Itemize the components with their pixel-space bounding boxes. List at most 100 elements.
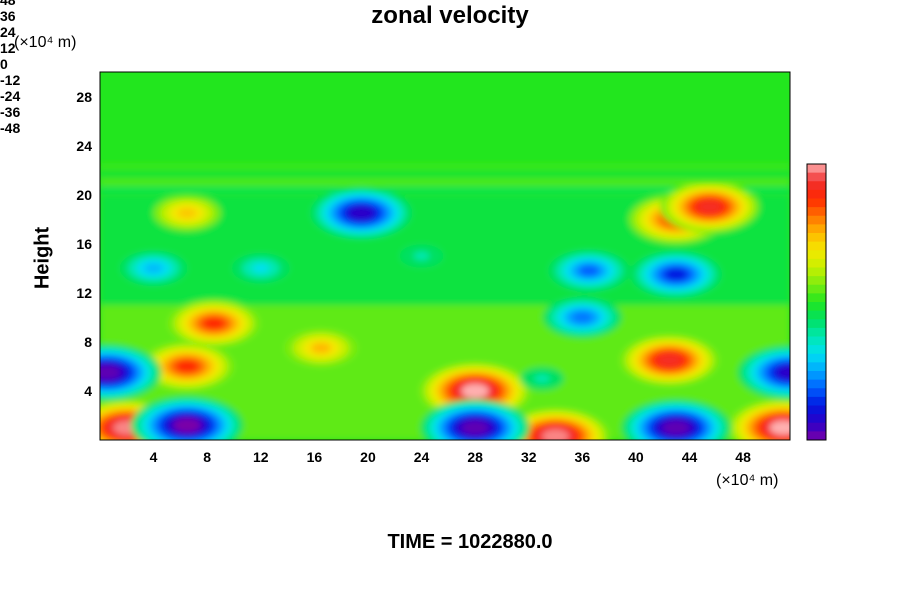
plot-frame <box>99 71 791 441</box>
colorbar-segment <box>807 388 826 398</box>
colorbar-frame <box>806 163 827 441</box>
colorbar-segment <box>807 215 826 225</box>
contour-feature <box>659 180 760 233</box>
contour-level <box>144 263 163 274</box>
colorbar-segment <box>807 319 826 329</box>
x-tick-label: 36 <box>574 449 591 465</box>
contour-level <box>100 365 121 380</box>
colorbar-segment <box>807 362 826 372</box>
contour-feature <box>542 296 622 339</box>
colorbar-segment <box>807 284 826 294</box>
contour-level <box>202 317 226 330</box>
colorbar-segment <box>807 327 826 337</box>
colorbar-tick-label: 12 <box>0 40 16 56</box>
colorbar-tick-label: 0 <box>0 56 8 72</box>
y-tick-label: 28 <box>76 88 92 105</box>
contour-feature <box>520 366 565 391</box>
contour-level <box>311 342 332 354</box>
x-tick-label: 8 <box>203 449 212 465</box>
colorbar-segment <box>807 293 826 303</box>
y-unit-label: (×10⁴ m) <box>14 34 77 51</box>
colorbar-segment <box>807 207 826 217</box>
colorbar-segment <box>807 336 826 346</box>
x-tick-label: 32 <box>520 449 537 465</box>
colorbar-segment <box>807 345 826 355</box>
time-label: TIME = 1022880.0 <box>387 531 553 553</box>
contour-level <box>572 311 593 323</box>
colorbar-segment <box>807 172 826 182</box>
x-tick-label: 16 <box>306 449 323 465</box>
x-tick-label: 4 <box>149 449 158 465</box>
contour-level <box>348 206 374 220</box>
contour-level <box>461 420 489 435</box>
contour-feature <box>310 186 413 240</box>
colorbar-tick-label: -24 <box>0 88 21 104</box>
contour-level <box>534 374 551 383</box>
colorbar-segment <box>807 181 826 191</box>
contour-level <box>175 360 200 373</box>
contour-level <box>413 251 430 261</box>
colorbar-segment <box>807 302 826 312</box>
contour-level <box>252 263 270 273</box>
colorbar-segment <box>807 224 826 234</box>
colorbar-segment <box>807 258 826 268</box>
contour-level <box>177 208 197 218</box>
contour-level <box>657 353 682 367</box>
colorbar-segment <box>807 164 826 174</box>
colorbar-segment <box>807 198 826 208</box>
colorbar-segment <box>807 267 826 277</box>
contour-feature <box>100 344 162 401</box>
contour-level <box>173 418 201 433</box>
contour-level <box>664 268 688 281</box>
colorbar-segment <box>807 396 826 406</box>
colorbar-segment <box>807 431 826 441</box>
stratified-band <box>100 164 790 168</box>
colorbar-segment <box>807 353 826 363</box>
y-tick-label: 4 <box>84 382 92 399</box>
contour-feature <box>727 398 790 440</box>
colorbar-segment <box>807 422 826 432</box>
colorbar-tick-label: -36 <box>0 104 21 120</box>
chart-title: zonal velocity <box>371 2 529 29</box>
contour-feature <box>621 399 731 440</box>
y-tick-label: 12 <box>76 284 92 301</box>
stratified-band <box>100 173 790 177</box>
contour-level <box>542 429 569 440</box>
colorbar-tick-label: 24 <box>0 24 16 40</box>
contour-feature <box>737 345 790 400</box>
colorbar-segment <box>807 371 826 381</box>
x-tick-label: 12 <box>252 449 269 465</box>
contour-feature <box>420 399 530 440</box>
contour-feature <box>231 252 290 284</box>
colorbar-segment <box>807 233 826 243</box>
contour-feature <box>399 244 444 268</box>
x-tick-label: 24 <box>413 449 430 465</box>
colorbar-tick-label: 48 <box>0 0 16 8</box>
y-tick-label: 20 <box>76 186 92 203</box>
x-tick-label: 20 <box>360 449 376 465</box>
contour-level <box>578 265 600 277</box>
contour-feature <box>630 250 723 299</box>
x-tick-label: 44 <box>681 449 698 465</box>
contour-level <box>461 383 489 399</box>
contour-feature <box>119 250 188 287</box>
colorbar-segment <box>807 414 826 424</box>
colorbar-segment <box>807 310 826 320</box>
colorbar-segment <box>807 405 826 415</box>
contour-level <box>697 200 722 214</box>
colorbar-segment <box>807 250 826 260</box>
contour-feature <box>548 249 630 293</box>
y-tick-label: 16 <box>76 235 92 252</box>
contour-level <box>662 420 690 435</box>
colorbar-tick-label: 36 <box>0 8 16 24</box>
y-tick-label: 8 <box>84 333 92 350</box>
x-tick-label: 48 <box>735 449 751 465</box>
colorbar-tick-label: -12 <box>0 72 21 88</box>
colorbar-segment <box>807 241 826 251</box>
stratified-band <box>100 187 790 191</box>
contour-feature <box>284 328 358 368</box>
contour-level <box>777 365 790 380</box>
contour-feature <box>153 195 222 232</box>
colorbar-segment <box>807 189 826 199</box>
contour-feature <box>131 396 244 440</box>
